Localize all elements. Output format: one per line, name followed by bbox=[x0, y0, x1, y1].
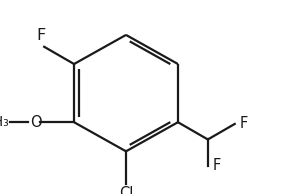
Text: F: F bbox=[37, 28, 46, 43]
Text: Cl: Cl bbox=[119, 186, 133, 194]
Text: O: O bbox=[30, 115, 41, 130]
Text: F: F bbox=[239, 116, 248, 132]
Text: F: F bbox=[212, 158, 220, 173]
Text: CH₃: CH₃ bbox=[0, 115, 9, 129]
